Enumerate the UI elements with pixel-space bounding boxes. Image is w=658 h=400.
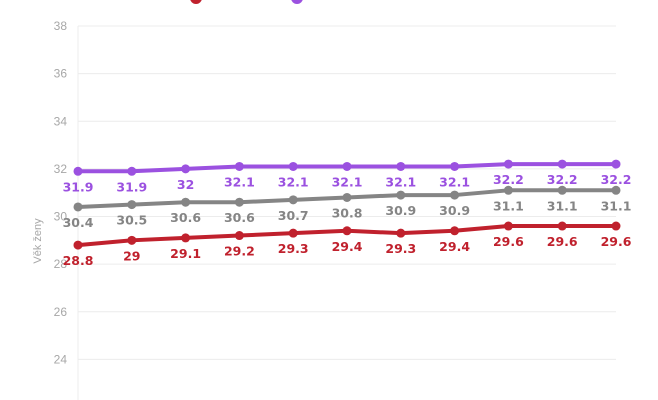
data-point-gray[interactable] (127, 200, 137, 210)
data-point-purple[interactable] (181, 164, 191, 174)
data-label-purple: 32.1 (385, 174, 416, 189)
data-point-purple[interactable] (288, 161, 298, 171)
legend-marker-red[interactable] (190, 0, 202, 4)
data-label-purple: 32.1 (439, 174, 470, 189)
data-point-purple[interactable] (450, 161, 460, 171)
data-point-purple[interactable] (557, 159, 567, 169)
data-label-red: 29.1 (170, 246, 201, 261)
data-label-gray: 31.1 (601, 198, 632, 213)
data-point-purple[interactable] (234, 161, 244, 171)
data-label-gray: 30.6 (170, 210, 201, 225)
data-label-red: 29.4 (439, 239, 470, 254)
data-label-red: 29.6 (493, 234, 524, 249)
y-tick-label: 28 (54, 257, 68, 271)
y-tick-label: 30 (54, 210, 68, 224)
data-label-purple: 32.2 (547, 172, 578, 187)
data-label-gray: 30.9 (439, 203, 470, 218)
data-point-gray[interactable] (181, 197, 191, 207)
y-tick-label: 34 (54, 114, 68, 128)
data-label-purple: 32.2 (493, 172, 524, 187)
data-point-gray[interactable] (288, 195, 298, 205)
data-label-gray: 30.5 (116, 213, 147, 228)
series-purple: 31.9 31.9 32 32.1 32.1 32.1 32.1 32.1 32.2 32.2 32… (63, 159, 632, 194)
y-axis-ticks: 24 26 28 30 32 34 36 38 (54, 19, 68, 366)
data-label-purple: 31.9 (116, 179, 147, 194)
y-tick-label: 26 (54, 305, 68, 319)
data-point-red[interactable] (557, 221, 567, 231)
data-label-gray: 30.8 (332, 205, 363, 220)
y-tick-label: 24 (54, 352, 68, 366)
data-point-red[interactable] (288, 228, 298, 238)
data-point-gray[interactable] (342, 192, 352, 202)
series-red: 28.8 29 29.1 29.2 29.3 29.4 29.3 29.4 29.6 29.6 29… (63, 221, 632, 268)
data-point-red[interactable] (450, 226, 460, 236)
data-label-purple: 32.1 (332, 174, 363, 189)
data-point-red[interactable] (342, 226, 352, 236)
legend (190, 0, 303, 4)
data-point-purple[interactable] (611, 159, 621, 169)
data-point-red[interactable] (73, 240, 83, 250)
data-point-gray[interactable] (234, 197, 244, 207)
data-label-purple: 32.1 (278, 174, 309, 189)
data-label-purple: 32 (177, 177, 194, 192)
data-point-gray[interactable] (450, 190, 460, 200)
series-layer: 31.9 31.9 32 32.1 32.1 32.1 32.1 32.1 32.2 32.2 32… (63, 159, 632, 268)
y-tick-label: 32 (54, 162, 68, 176)
data-point-purple[interactable] (73, 166, 83, 176)
data-point-red[interactable] (234, 231, 244, 241)
data-label-red: 28.8 (63, 253, 94, 268)
data-label-red: 29.2 (224, 244, 255, 259)
data-point-gray[interactable] (611, 185, 621, 195)
data-point-gray[interactable] (503, 185, 513, 195)
data-point-purple[interactable] (396, 161, 406, 171)
data-point-red[interactable] (127, 235, 137, 245)
data-label-gray: 30.9 (385, 203, 416, 218)
data-point-red[interactable] (503, 221, 513, 231)
data-label-purple: 32.2 (601, 172, 632, 187)
data-label-purple: 32.1 (224, 174, 255, 189)
data-label-red: 29.4 (332, 239, 363, 254)
data-point-red[interactable] (396, 228, 406, 238)
data-point-red[interactable] (611, 221, 621, 231)
y-tick-label: 38 (54, 19, 68, 33)
data-label-purple: 31.9 (63, 179, 94, 194)
data-label-red: 29 (123, 248, 140, 263)
data-label-red: 29.6 (601, 234, 632, 249)
data-point-gray[interactable] (557, 185, 567, 195)
data-label-red: 29.3 (385, 241, 416, 256)
data-label-red: 29.6 (547, 234, 578, 249)
data-label-gray: 30.4 (63, 215, 94, 230)
data-point-red[interactable] (181, 233, 191, 243)
data-label-gray: 30.6 (224, 210, 255, 225)
data-point-purple[interactable] (503, 159, 513, 169)
y-axis-title: Věk ženy (32, 218, 44, 264)
data-label-gray: 31.1 (547, 198, 578, 213)
data-point-purple[interactable] (127, 166, 137, 176)
data-label-gray: 31.1 (493, 198, 524, 213)
legend-marker-purple[interactable] (291, 0, 303, 4)
data-point-gray[interactable] (73, 202, 83, 212)
series-gray: 30.4 30.5 30.6 30.6 30.7 30.8 30.9 30.9 31.1 31.1… (63, 185, 632, 230)
y-tick-label: 36 (54, 67, 68, 81)
data-point-purple[interactable] (342, 161, 352, 171)
data-point-gray[interactable] (396, 190, 406, 200)
data-label-red: 29.3 (278, 241, 309, 256)
data-label-gray: 30.7 (278, 208, 309, 223)
